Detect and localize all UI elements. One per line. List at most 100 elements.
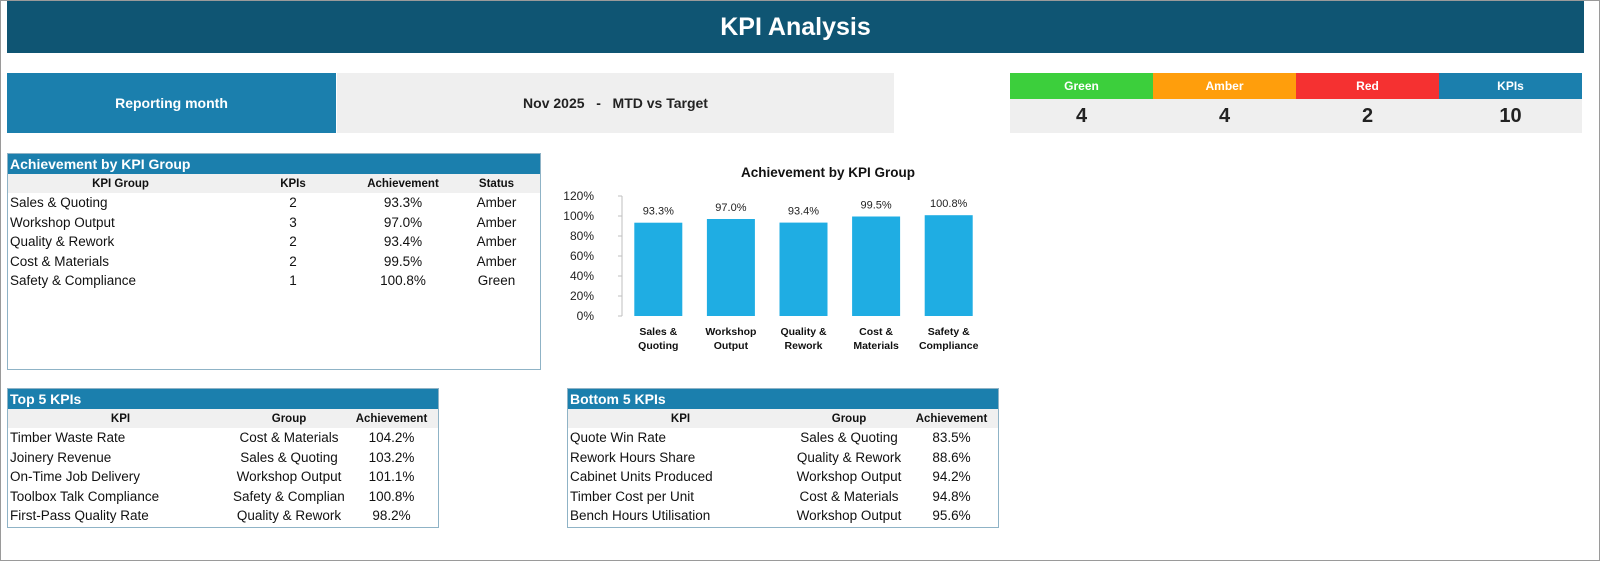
chart-bar [706, 219, 755, 316]
col-group: Group [233, 409, 345, 428]
col-achievement: Achievement [353, 174, 453, 193]
group-table-header: KPI Group KPIs Achievement Status [8, 174, 540, 193]
group-status: Green [477, 273, 516, 289]
col-kpi-group: KPI Group [8, 174, 233, 193]
chart-y-tick-label: 100% [563, 209, 594, 223]
chart-x-tick-label: Quoting [638, 340, 678, 352]
group-name: Safety & Compliance [10, 273, 137, 289]
group-achievement: 100.8% [380, 273, 426, 289]
chart-x-axis: Sales & Quoting Workshop Output Quality & Rew… [638, 326, 978, 352]
group-name: Sales & Quoting [10, 195, 108, 211]
kpi-group: Workshop Output [796, 469, 902, 485]
table-row: Cabinet Units Produced Workshop Output 9… [568, 467, 998, 487]
group-kpi-count: 1 [289, 273, 297, 289]
kpi-achievement: 95.6% [932, 508, 971, 524]
chart-x-tick-label: Quality & [780, 326, 827, 338]
top5-table: KPI Group Achievement Timber Waste Rate … [8, 409, 438, 526]
col-status: Status [453, 174, 540, 193]
page-title: KPI Analysis [7, 1, 1584, 53]
chart-data-label: 97.0% [715, 202, 746, 214]
status-amber-label: Amber [1153, 73, 1296, 99]
col-kpi: KPI [568, 409, 793, 428]
chart-x-tick-label: Materials [853, 340, 899, 352]
chart-bar [924, 215, 973, 316]
col-group: Group [793, 409, 905, 428]
group-kpi-count: 2 [289, 234, 297, 250]
table-row: Timber Cost per Unit Cost & Materials 94… [568, 487, 998, 507]
group-achievement: 93.3% [383, 195, 423, 211]
group-achievement: 99.5% [383, 253, 423, 269]
status-amber-card: Amber 4 [1153, 73, 1296, 133]
table-row: Quality & Rework 2 93.4% Amber [8, 232, 540, 252]
table-row: Joinery Revenue Sales & Quoting 103.2% [8, 448, 438, 468]
status-green-card: Green 4 [1010, 73, 1153, 133]
top5-title: Top 5 KPIs [8, 389, 438, 409]
kpi-group: Workshop Output [796, 508, 902, 524]
kpi-group: Quality & Rework [236, 508, 342, 524]
group-kpi-count: 3 [289, 214, 297, 230]
status-total-count: 10 [1439, 99, 1582, 133]
kpi-name: Bench Hours Utilisation [570, 508, 711, 524]
kpi-name: Rework Hours Share [570, 449, 696, 465]
group-kpi-count: 2 [289, 195, 297, 211]
kpi-group: Sales & Quoting [800, 430, 898, 446]
kpi-achievement: 104.2% [368, 430, 415, 446]
chart-bar [779, 222, 828, 316]
status-green-count: 4 [1010, 99, 1153, 133]
chart-y-tick-label: 80% [570, 229, 594, 243]
table-row: Workshop Output 3 97.0% Amber [8, 213, 540, 233]
group-name: Cost & Materials [10, 253, 110, 269]
chart-x-tick-label: Sales & [639, 326, 677, 338]
table-row: Cost & Materials 2 99.5% Amber [8, 252, 540, 272]
chart-y-tick-label: 0% [577, 309, 595, 323]
chart-bar [634, 222, 683, 316]
chart-y-tick-label: 60% [570, 249, 594, 263]
kpi-group: Workshop Output [236, 469, 342, 485]
kpi-name: Cabinet Units Produced [570, 469, 713, 485]
reporting-month-label: Reporting month [7, 73, 336, 133]
reporting-month-value: Nov 2025 - MTD vs Target [337, 73, 894, 133]
chart-data-labels: 93.3% 97.0% 93.4% 99.5% 100.8% [643, 198, 968, 218]
status-red-count: 2 [1296, 99, 1439, 133]
kpi-name: Toolbox Talk Compliance [10, 488, 160, 504]
top5-header: KPI Group Achievement [8, 409, 438, 428]
chart-data-label: 99.5% [860, 200, 891, 212]
col-kpis: KPIs [233, 174, 353, 193]
chart-x-tick-label: Workshop [705, 326, 756, 338]
col-achievement: Achievement [905, 409, 998, 428]
group-table-title: Achievement by KPI Group [8, 154, 540, 174]
chart-bars [634, 215, 973, 316]
chart-y-tick-label: 20% [570, 289, 594, 303]
bottom5-title: Bottom 5 KPIs [568, 389, 998, 409]
kpi-achievement: 94.8% [932, 488, 971, 504]
kpi-achievement: 94.2% [932, 469, 971, 485]
kpi-achievement: 100.8% [368, 488, 415, 504]
kpi-group: Sales & Quoting [240, 449, 338, 465]
chart-y-tick-label: 40% [570, 269, 594, 283]
status-total-card: KPIs 10 [1439, 73, 1582, 133]
chart-x-tick-label: Cost & [859, 326, 893, 338]
kpi-name: Quote Win Rate [570, 430, 667, 446]
table-row: Timber Waste Rate Cost & Materials 104.2… [8, 428, 438, 448]
table-row: Rework Hours Share Quality & Rework 88.6… [568, 448, 998, 468]
kpi-achievement: 83.5% [932, 430, 971, 446]
kpi-group: Safety & Compliance [233, 488, 345, 504]
group-status: Amber [476, 195, 517, 211]
col-achievement: Achievement [345, 409, 438, 428]
bottom5-panel: Bottom 5 KPIs KPI Group Achievement Quot… [567, 388, 999, 528]
group-status: Amber [476, 214, 517, 230]
kpi-name: Timber Cost per Unit [570, 488, 695, 504]
table-row: First-Pass Quality Rate Quality & Rework… [8, 506, 438, 526]
chart-x-tick-label: Rework [785, 340, 823, 352]
status-red-label: Red [1296, 73, 1439, 99]
table-row: Sales & Quoting 2 93.3% Amber [8, 193, 540, 213]
chart-data-label: 93.3% [643, 206, 674, 218]
chart-title: Achievement by KPI Group [741, 165, 915, 180]
status-total-label: KPIs [1439, 73, 1582, 99]
chart-data-label: 100.8% [930, 198, 968, 210]
kpi-achievement: 88.6% [932, 449, 971, 465]
group-name: Quality & Rework [10, 234, 115, 250]
group-status: Amber [476, 234, 517, 250]
table-row: Bench Hours Utilisation Workshop Output … [568, 506, 998, 526]
table-row: Safety & Compliance 1 100.8% Green [8, 271, 540, 291]
